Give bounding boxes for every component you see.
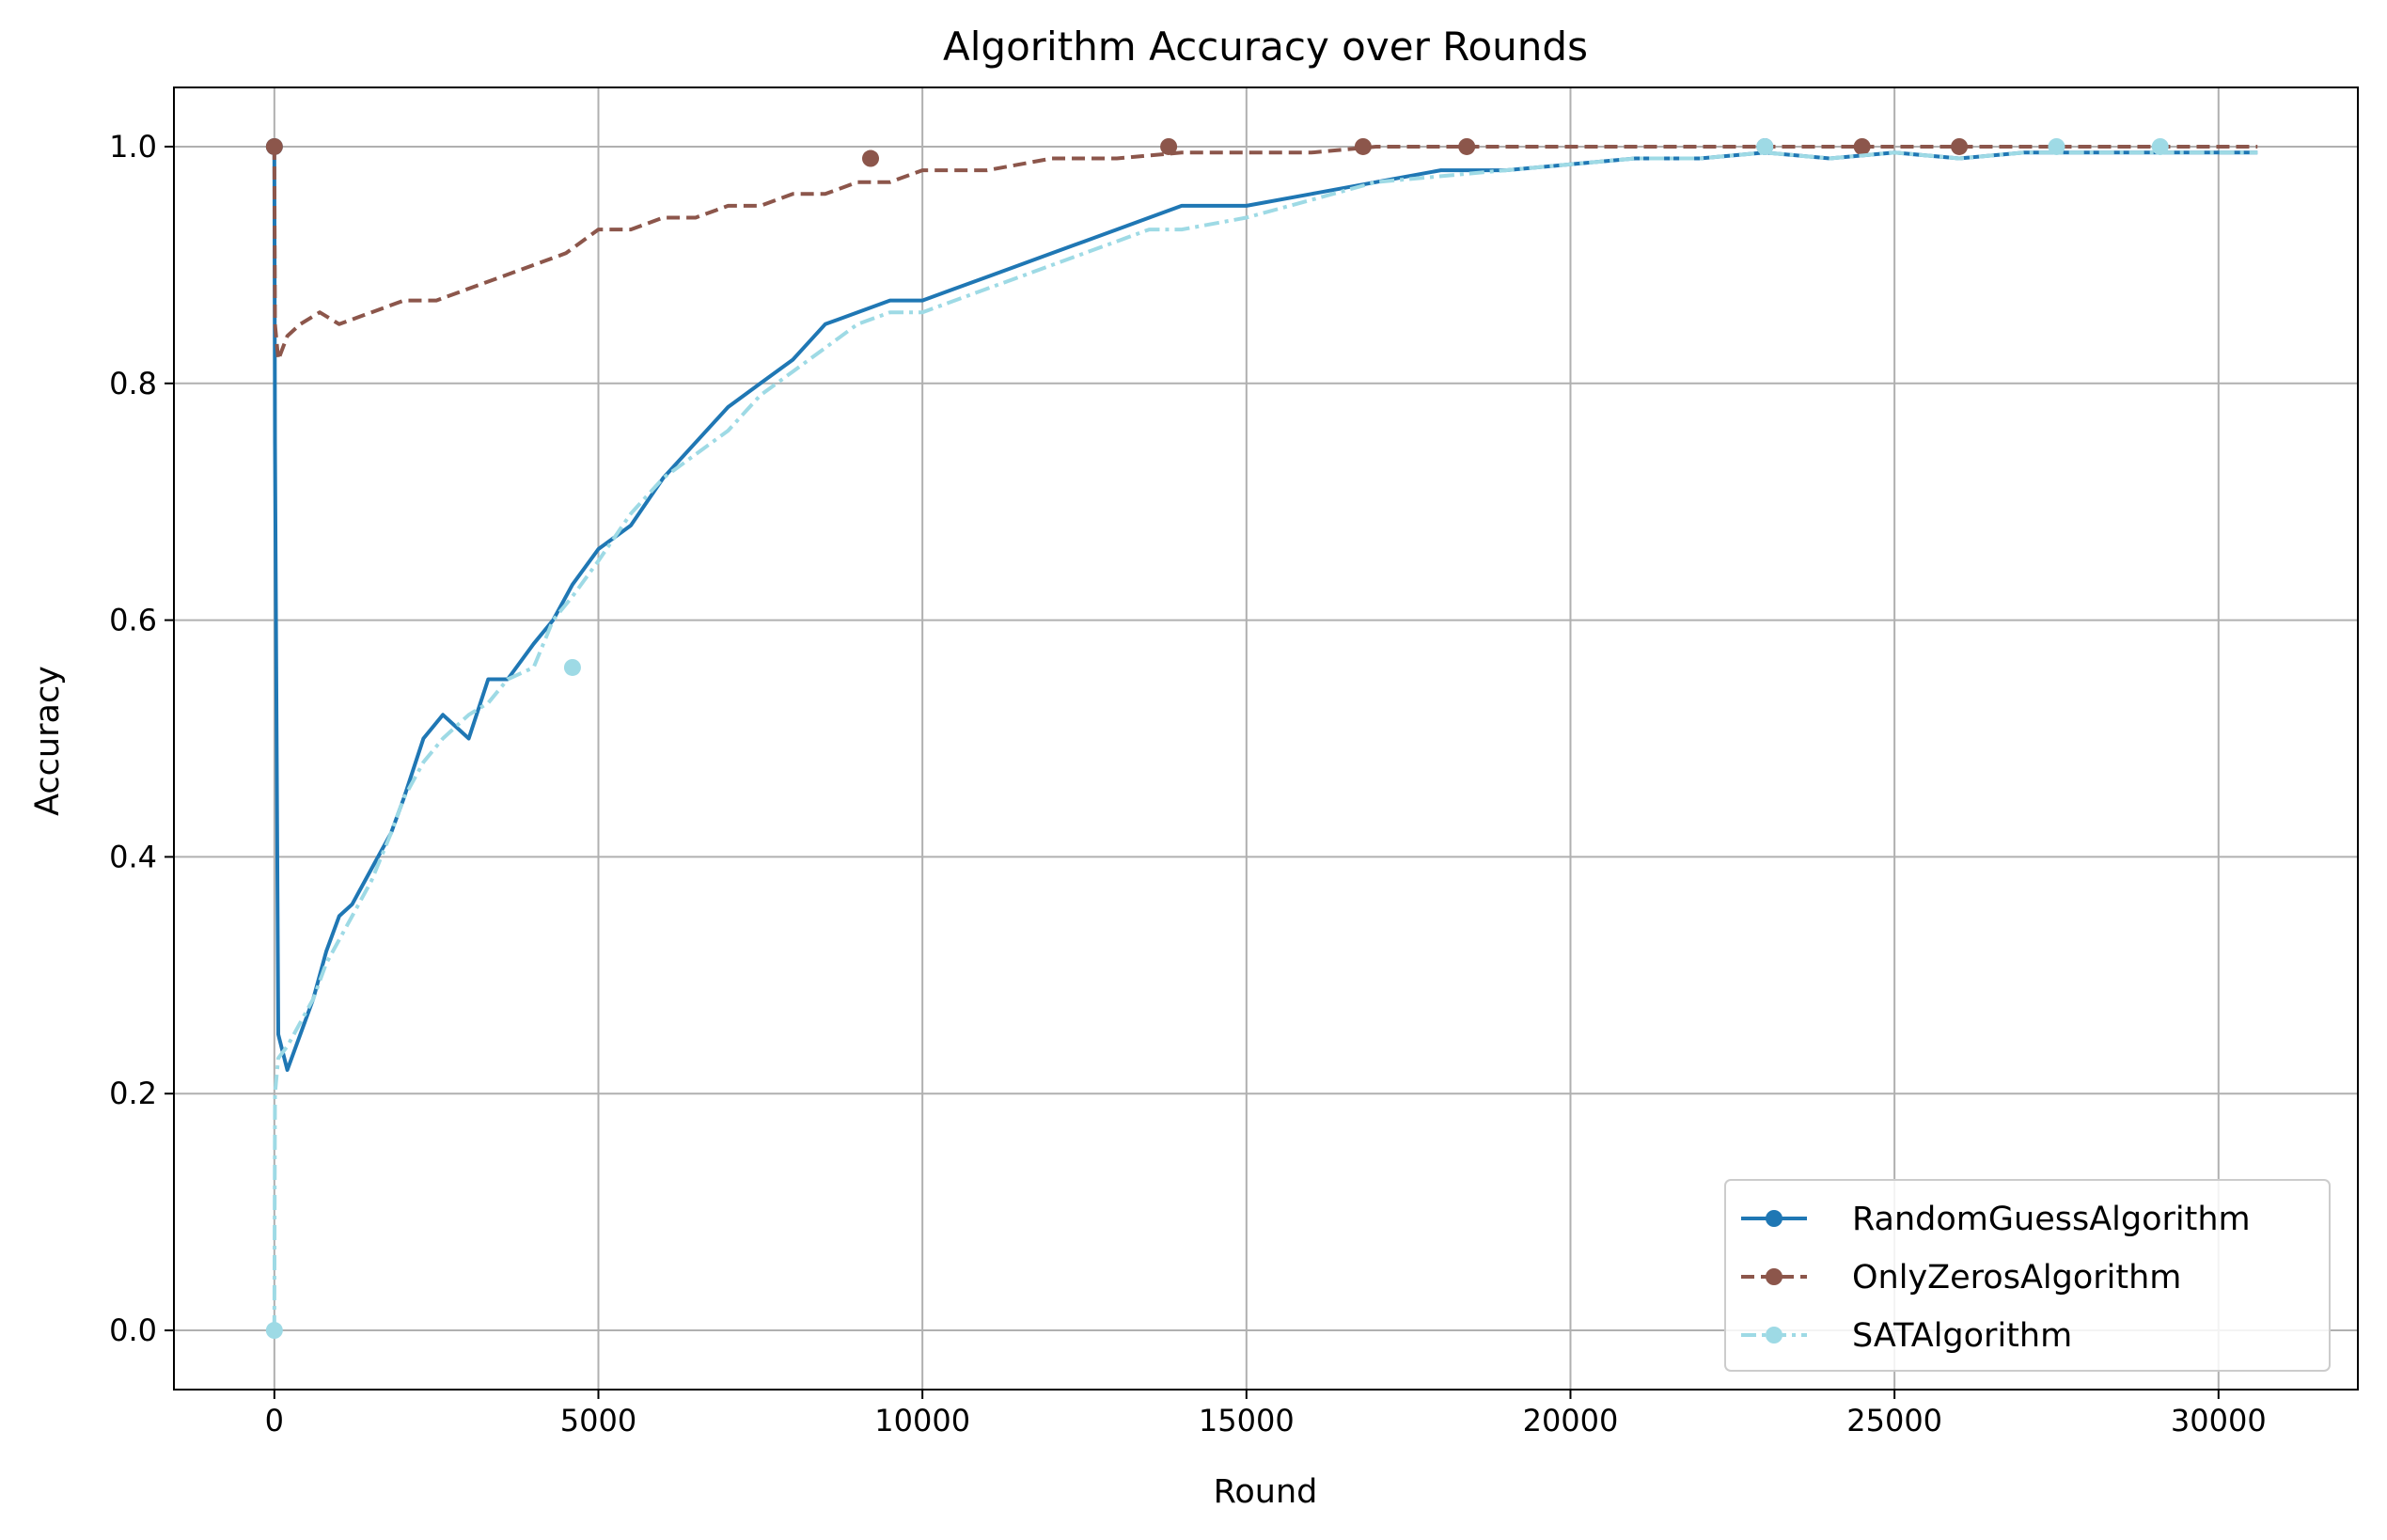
series-marker bbox=[265, 137, 283, 155]
x-tick-label: 10000 bbox=[874, 1403, 970, 1438]
y-tick-label: 0.2 bbox=[109, 1076, 157, 1111]
y-tick-label: 0.6 bbox=[109, 603, 157, 638]
y-tick-label: 1.0 bbox=[109, 129, 157, 165]
series-line bbox=[272, 145, 2258, 362]
legend-label: RandomGuessAlgorithm bbox=[1852, 1201, 2251, 1238]
legend-label: OnlyZerosAlgorithm bbox=[1852, 1259, 2181, 1296]
series-marker bbox=[1160, 137, 1178, 155]
x-tick-label: 25000 bbox=[1846, 1403, 1942, 1438]
x-tick-label: 0 bbox=[265, 1403, 284, 1438]
series-marker bbox=[1853, 137, 1871, 155]
series-line bbox=[272, 150, 2258, 1331]
y-axis-ticks: 0.0 0.2 0.4 0.6 0.8 1.0 bbox=[109, 129, 174, 1348]
series-2 bbox=[265, 137, 2258, 362]
legend-box bbox=[1724, 1179, 2331, 1372]
legend-marker bbox=[1766, 1210, 1782, 1227]
chart-title: Algorithm Accuracy over Rounds bbox=[943, 24, 1588, 70]
plot-frame bbox=[173, 86, 2359, 1391]
x-axis-label: Round bbox=[1214, 1473, 1318, 1511]
series-marker bbox=[1354, 137, 1372, 155]
legend-entries: RandomGuessAlgorithm OnlyZerosAlgorithm SA… bbox=[1741, 1201, 2251, 1355]
series-marker bbox=[1951, 137, 1969, 155]
series-marker bbox=[2048, 137, 2065, 155]
x-tick-label: 30000 bbox=[2171, 1403, 2267, 1438]
legend-marker bbox=[1766, 1268, 1782, 1285]
x-tick-label: 20000 bbox=[1523, 1403, 1619, 1438]
grid bbox=[174, 87, 2358, 1390]
y-tick-label: 0.4 bbox=[109, 839, 157, 874]
series-marker bbox=[1756, 137, 1774, 155]
y-axis-label: Accuracy bbox=[29, 666, 67, 816]
legend: RandomGuessAlgorithm OnlyZerosAlgorithm SA… bbox=[1724, 1179, 2331, 1372]
series-marker bbox=[265, 1322, 283, 1340]
series-marker bbox=[1458, 137, 1476, 155]
y-tick-label: 0.0 bbox=[109, 1312, 157, 1348]
x-axis-ticks: 0 5000 10000 15000 20000 25000 30000 bbox=[265, 1390, 2267, 1438]
series-marker bbox=[862, 149, 880, 167]
y-tick-label: 0.8 bbox=[109, 366, 157, 401]
x-tick-label: 5000 bbox=[560, 1403, 636, 1438]
legend-label: SATAlgorithm bbox=[1852, 1317, 2072, 1355]
series-marker bbox=[563, 658, 581, 676]
series-group bbox=[265, 137, 2258, 1340]
legend-marker bbox=[1766, 1327, 1782, 1344]
series-marker bbox=[2151, 137, 2169, 155]
series-3 bbox=[265, 137, 2258, 1340]
x-tick-label: 15000 bbox=[1199, 1403, 1295, 1438]
